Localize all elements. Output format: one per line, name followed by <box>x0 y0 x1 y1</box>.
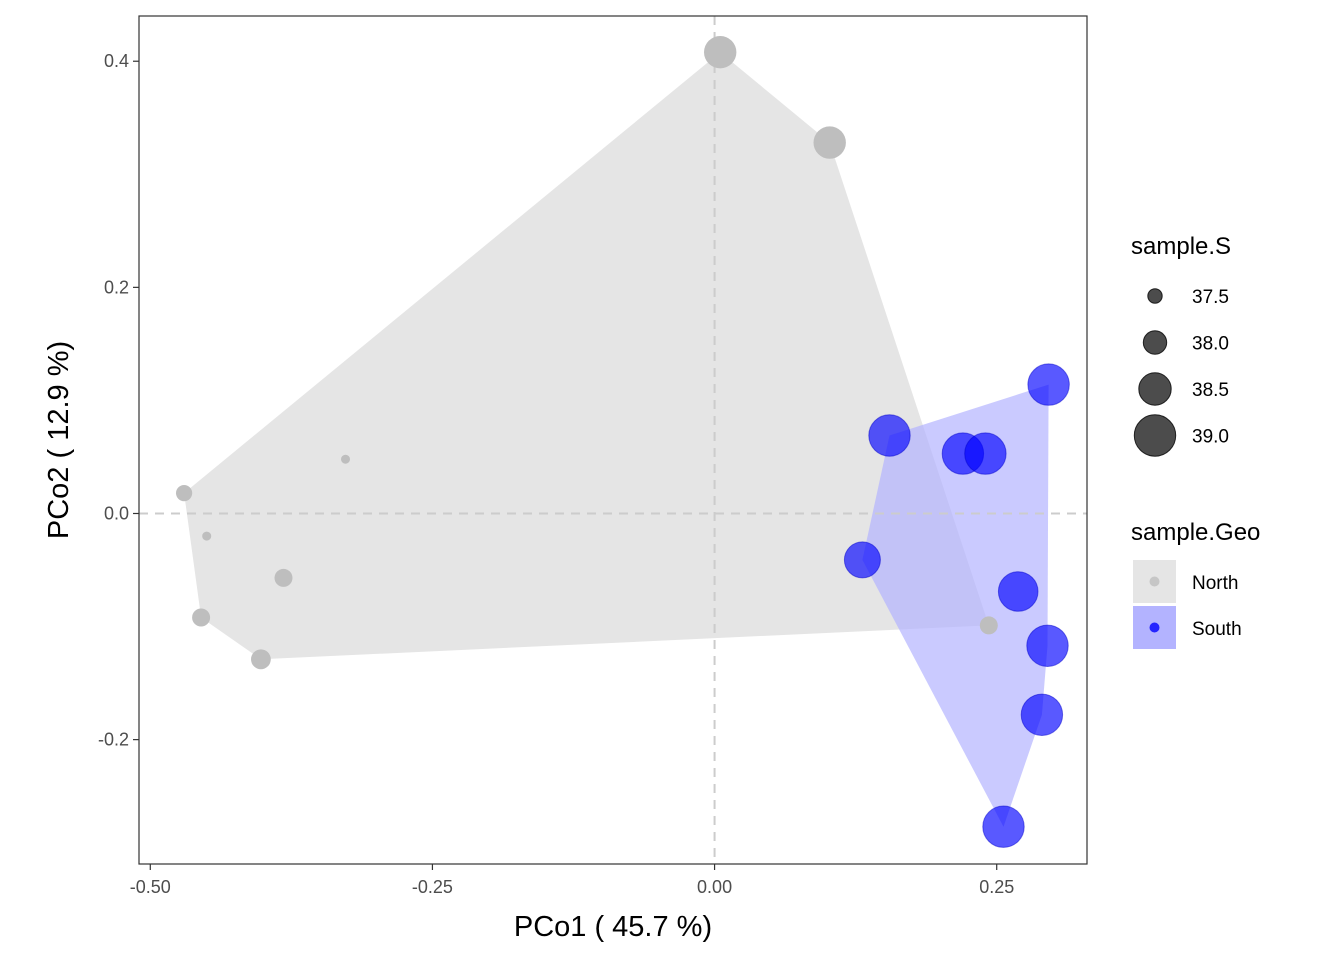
y-tick-label: 0.4 <box>104 51 129 71</box>
size-legend-label: 37.5 <box>1192 287 1229 308</box>
point-south-0 <box>1027 363 1070 406</box>
point-south-8 <box>982 805 1025 848</box>
color-legend-title: sample.Geo <box>1131 519 1260 546</box>
y-axis-ticks: 0.4 0.2 0.0 -0.2 <box>98 51 139 750</box>
point-north-1 <box>813 126 846 159</box>
hull-north <box>184 52 989 660</box>
point-south-4 <box>843 541 881 579</box>
y-tick-label: -0.2 <box>98 730 129 750</box>
color-legend-key-dot <box>1149 622 1160 633</box>
x-axis-ticks: -0.50 -0.25 0.00 0.25 <box>130 864 1014 897</box>
hull-south <box>862 384 1049 827</box>
y-tick-label: 0.2 <box>104 277 129 297</box>
color-legend-key-dot <box>1149 576 1160 587</box>
x-axis-title: PCo1 ( 45.7 %) <box>514 911 712 943</box>
reference-lines <box>139 16 1087 864</box>
points-layer <box>176 36 1070 848</box>
x-tick-label: 0.25 <box>979 877 1014 897</box>
point-north-2 <box>176 485 193 502</box>
size-legend-key <box>1142 330 1168 355</box>
size-legend-label: 38.5 <box>1192 380 1229 401</box>
point-south-7 <box>1020 693 1064 736</box>
size-legend-title: sample.S <box>1131 233 1231 260</box>
point-north-4 <box>202 531 212 541</box>
point-south-1 <box>868 414 911 457</box>
size-legend-label: 39.0 <box>1192 427 1229 448</box>
color-legend: sample.Geo North South <box>1131 519 1260 649</box>
x-tick-label: -0.50 <box>130 877 171 897</box>
point-north-5 <box>274 568 293 587</box>
size-legend-key <box>1133 414 1177 457</box>
plot-panel-border <box>138 15 1088 865</box>
size-legend: sample.S 37.5 38.0 38.5 39.0 <box>1131 233 1231 457</box>
point-south-5 <box>997 571 1039 612</box>
point-north-8 <box>979 616 998 635</box>
point-south-3 <box>964 432 1007 475</box>
hull-layer <box>184 52 1049 827</box>
point-north-0 <box>704 36 737 69</box>
point-south-6 <box>1026 624 1069 667</box>
color-legend-label: South <box>1192 619 1242 640</box>
x-tick-label: -0.25 <box>412 877 453 897</box>
x-tick-label: 0.00 <box>697 877 732 897</box>
point-north-6 <box>192 608 211 627</box>
y-axis-title: PCo2 ( 12.9 %) <box>43 341 75 539</box>
point-north-7 <box>251 649 271 670</box>
point-north-3 <box>341 454 350 464</box>
size-legend-key <box>1147 288 1163 304</box>
size-legend-label: 38.0 <box>1192 334 1229 355</box>
y-tick-label: 0.0 <box>104 503 129 523</box>
size-legend-key <box>1138 372 1172 406</box>
color-legend-label: North <box>1192 573 1238 594</box>
